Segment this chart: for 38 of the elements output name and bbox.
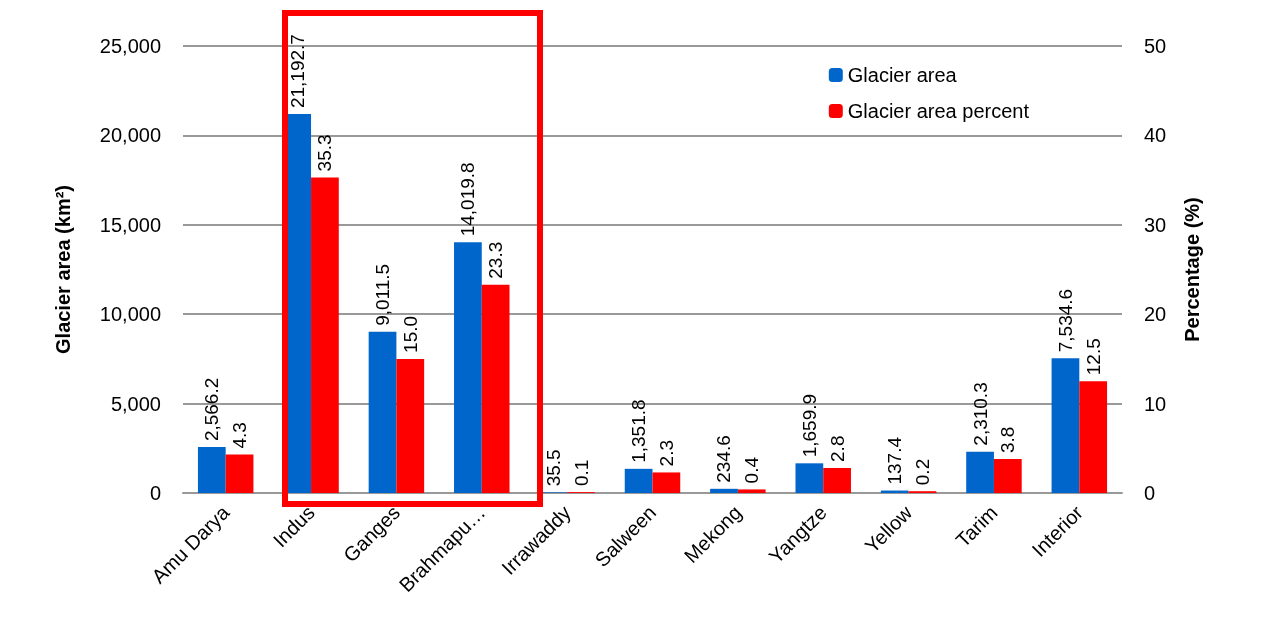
data-label: 12.5 bbox=[1082, 338, 1104, 376]
y2-tick-label: 40 bbox=[1144, 124, 1167, 147]
data-label: 9,011.5 bbox=[372, 263, 394, 326]
data-label: 7,534.6 bbox=[1054, 288, 1076, 353]
data-label: 0.2 bbox=[911, 458, 933, 486]
data-label: 1,659.9 bbox=[798, 393, 820, 458]
y2-tick-label: 0 bbox=[1144, 482, 1156, 504]
data-label: 3.8 bbox=[997, 426, 1019, 454]
data-label: 4.3 bbox=[229, 422, 251, 449]
y2-tick-label: 50 bbox=[1144, 35, 1167, 57]
y-tick-label: 5,000 bbox=[110, 392, 161, 415]
y-axis-title: Glacier area (km²) bbox=[52, 185, 74, 354]
y2-tick-label: 10 bbox=[1144, 392, 1167, 415]
data-label: 0.1 bbox=[570, 459, 592, 487]
data-label: 2.8 bbox=[826, 435, 848, 462]
data-label: 23.3 bbox=[485, 241, 507, 279]
data-label: 234.6 bbox=[713, 435, 735, 483]
y2-axis-title: Percentage (%) bbox=[1181, 197, 1203, 342]
y-tick-label: 25,000 bbox=[99, 35, 161, 57]
legend-label: Glacier area bbox=[847, 64, 958, 86]
data-label: 137.4 bbox=[884, 436, 906, 485]
data-label: 2.3 bbox=[655, 440, 677, 467]
y-tick-label: 20,000 bbox=[99, 124, 161, 147]
y2-tick-label: 20 bbox=[1144, 303, 1167, 326]
data-label: 35.3 bbox=[314, 134, 336, 172]
data-label: 21,192.7 bbox=[286, 34, 308, 109]
legend-label: Glacier area percent bbox=[847, 100, 1030, 122]
data-label: 1,351.8 bbox=[628, 399, 650, 463]
data-label: 15.0 bbox=[399, 315, 421, 353]
y-tick-label: 0 bbox=[149, 482, 161, 504]
y2-tick-label: 30 bbox=[1144, 213, 1167, 236]
data-label: 35.5 bbox=[542, 449, 564, 487]
y-tick-label: 10,000 bbox=[99, 303, 161, 326]
y-tick-label: 15,000 bbox=[99, 213, 161, 236]
data-label: 14,019.8 bbox=[457, 162, 479, 237]
data-label: 2,310.3 bbox=[969, 382, 991, 446]
data-label: 2,566.2 bbox=[201, 377, 223, 442]
data-label: 0.4 bbox=[741, 456, 763, 484]
